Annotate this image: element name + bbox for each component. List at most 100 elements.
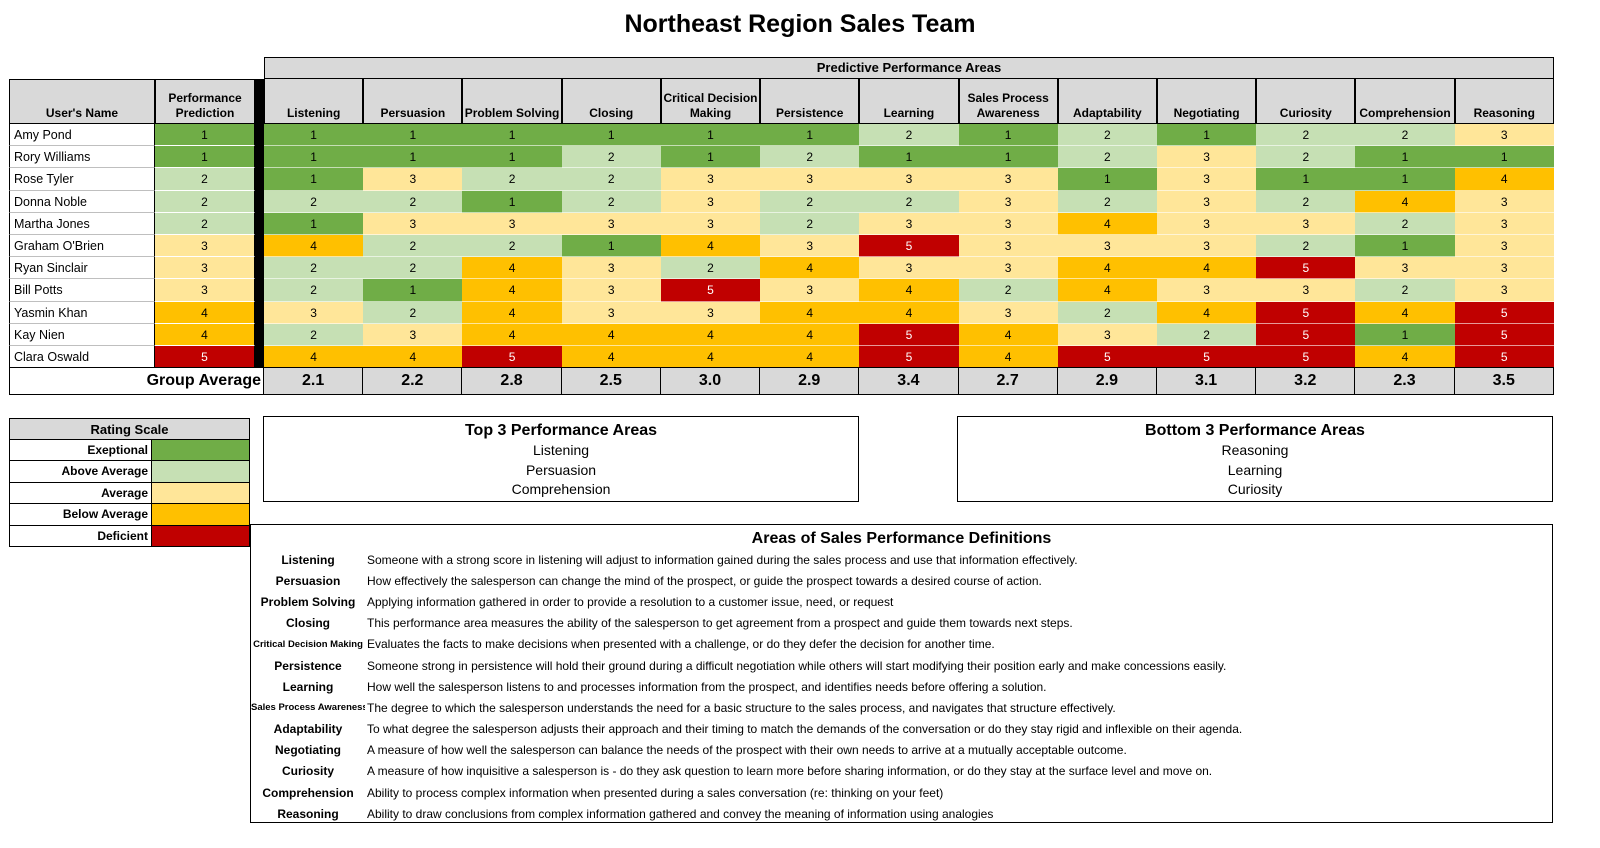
- bottom-3-item: Curiosity: [1227, 481, 1283, 497]
- score-cell: 1: [859, 146, 959, 169]
- score-cell: 3: [1156, 212, 1257, 235]
- area-header: Problem Solving: [462, 79, 562, 124]
- area-header: Adaptability: [1057, 79, 1157, 124]
- score-cell: 5: [859, 345, 959, 369]
- definition-term: Learning: [282, 679, 334, 694]
- score-cell: 2: [1256, 234, 1356, 258]
- user-name: Ryan Sinclair: [9, 257, 155, 280]
- top-3-item: Comprehension: [511, 481, 611, 497]
- top-3-item: Persuasion: [525, 461, 597, 478]
- score-cell: 5: [859, 234, 959, 258]
- definition-text: Applying information gathered in order t…: [367, 594, 894, 609]
- score-cell: 1: [1355, 323, 1455, 346]
- definition-term: Critical Decision Making: [253, 638, 363, 650]
- score-cell: 3: [1156, 168, 1257, 191]
- names-header-row: User's Name Performance Prediction: [9, 79, 255, 124]
- score-cell: 1: [1454, 146, 1554, 169]
- score-cell: 1: [462, 146, 562, 169]
- score-cell: 4: [462, 301, 562, 324]
- user-name: Rory Williams: [9, 146, 155, 169]
- score-cell: 5: [1454, 301, 1554, 324]
- prediction-cell: 1: [155, 124, 255, 147]
- group-average-value: 2.2: [363, 367, 463, 395]
- score-cell: 4: [1057, 257, 1157, 280]
- column-divider: [255, 79, 264, 367]
- score-cell: 2: [660, 257, 761, 280]
- rating-swatch: [151, 440, 250, 462]
- score-cell: 2: [859, 190, 959, 213]
- user-row: Yasmin Khan 4: [9, 301, 255, 324]
- score-cell: 3: [462, 212, 562, 235]
- score-cell: 3: [660, 212, 761, 235]
- score-cell: 4: [1355, 345, 1455, 369]
- score-cell: 3: [1156, 146, 1257, 169]
- score-cell: 3: [1355, 257, 1455, 280]
- area-header: Closing: [561, 79, 661, 124]
- score-cell: 3: [1454, 234, 1554, 258]
- score-cell: 3: [958, 190, 1058, 213]
- user-row: Rory Williams 1: [9, 146, 255, 169]
- score-cell: 4: [462, 257, 562, 280]
- prediction-cell: 3: [155, 279, 255, 302]
- definition-text: Ability to draw conclusions from complex…: [367, 806, 994, 821]
- score-cell: 2: [760, 146, 860, 169]
- score-cell: 1: [462, 124, 562, 147]
- bottom-3-box: Bottom 3 Performance Areas Reasoning Lea…: [957, 416, 1553, 502]
- score-cell: 4: [660, 234, 761, 258]
- definition-rows: Listening Someone with a strong score in …: [251, 549, 1552, 824]
- score-cell: 3: [1156, 190, 1257, 213]
- score-cell: 3: [958, 168, 1058, 191]
- prediction-header: Performance Prediction: [155, 79, 255, 124]
- score-cell: 3: [958, 234, 1058, 258]
- score-cell: 4: [462, 279, 562, 302]
- score-cell: 1: [264, 146, 364, 169]
- top-3-box: Top 3 Performance Areas Listening Persua…: [263, 416, 859, 502]
- definition-text: Ability to process complex information w…: [367, 785, 944, 800]
- score-cell: 3: [760, 234, 860, 258]
- score-cell: 2: [363, 234, 463, 258]
- definition-row: Sales Process Awareness The degree to whi…: [251, 697, 1552, 718]
- top-3-title: Top 3 Performance Areas: [464, 422, 658, 439]
- score-cell: 1: [1256, 168, 1356, 191]
- score-cell: 1: [561, 234, 661, 258]
- area-header: Curiosity: [1256, 79, 1356, 124]
- prediction-cell: 4: [155, 301, 255, 324]
- score-cell: 3: [264, 301, 364, 324]
- definition-text: How effectively the salesperson can chan…: [367, 573, 1042, 588]
- score-cell: 4: [760, 345, 860, 369]
- definition-row: Critical Decision Making Evaluates the fa…: [251, 634, 1552, 655]
- score-cell: 4: [1057, 279, 1157, 302]
- score-cell: 2: [363, 190, 463, 213]
- group-average-value: 2.9: [760, 367, 860, 395]
- definition-row: Comprehension Ability to process complex …: [251, 782, 1552, 803]
- user-name: Clara Oswald: [9, 345, 155, 369]
- score-cell: 1: [1156, 124, 1257, 147]
- score-cell: 4: [561, 345, 661, 369]
- definition-term: Persuasion: [275, 573, 341, 588]
- area-header: Learning: [859, 79, 959, 124]
- score-cell: 2: [1256, 124, 1356, 147]
- rating-swatch: [151, 461, 250, 483]
- definition-row: Negotiating A measure of how well the sal…: [251, 740, 1552, 761]
- rating-swatch: [151, 482, 250, 505]
- definition-term: Listening: [281, 552, 335, 567]
- score-cell: 1: [1355, 146, 1455, 169]
- rating-scale-row: Below Average: [9, 504, 250, 526]
- area-header: Reasoning: [1454, 79, 1554, 124]
- area-header: Negotiating: [1156, 79, 1257, 124]
- prediction-cell: 2: [155, 190, 255, 213]
- definition-text: Someone with a strong score in listening…: [367, 552, 1078, 567]
- score-cell: 3: [660, 190, 761, 213]
- rating-scale-row: Above Average: [9, 461, 250, 483]
- score-cell: 1: [264, 124, 364, 147]
- score-cell: 4: [264, 234, 364, 258]
- score-cell: 2: [1256, 146, 1356, 169]
- score-cell: 3: [660, 168, 761, 191]
- score-cell: 1: [760, 124, 860, 147]
- score-cell: 1: [1057, 168, 1157, 191]
